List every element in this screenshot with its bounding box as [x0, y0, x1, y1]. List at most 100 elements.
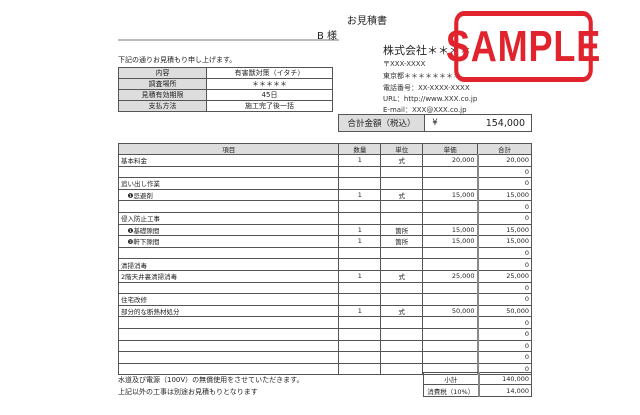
item-qty [338, 293, 382, 306]
item-qty [338, 200, 382, 213]
table-row: 0 [117, 200, 532, 213]
item-unit [380, 281, 424, 295]
item-name: 基本料金 [117, 154, 340, 167]
item-price [422, 200, 479, 213]
item-price [422, 281, 479, 295]
item-price [422, 316, 479, 329]
item-price [422, 258, 479, 271]
item-qty [338, 165, 382, 179]
item-price [422, 165, 479, 179]
item-total: 0 [476, 211, 532, 225]
item-price [422, 211, 479, 225]
item-total: 25,000 [476, 269, 532, 283]
item-name [117, 246, 340, 260]
item-qty [338, 281, 382, 295]
item-name: ❷軒下隙間 [117, 235, 340, 248]
tax-row: 消費税（10%） 14,000 [423, 384, 532, 397]
info-value: 有害獣対策（イタチ） [206, 67, 333, 79]
table-row: 0 [117, 327, 532, 341]
item-qty [338, 362, 382, 376]
item-total: 0 [476, 246, 532, 260]
item-unit: 式 [380, 154, 424, 167]
intro-text: 下記の通りお見積もり申し上げます。 [118, 56, 237, 64]
table-row: 2階天井裏清掃消毒 1 式 25,000 25,000 [117, 269, 532, 283]
item-total: 0 [476, 293, 532, 306]
item-unit [380, 351, 424, 364]
item-unit: 式 [380, 304, 424, 318]
item-total: 0 [476, 258, 532, 271]
item-unit [380, 293, 424, 306]
table-row: 基本料金 1 式 20,000 20,000 [117, 154, 532, 167]
item-price [422, 293, 479, 306]
table-row: 部分的な断熱材処分 1 式 50,000 50,000 [117, 304, 532, 318]
item-qty [338, 339, 382, 353]
item-price: 50,000 [422, 304, 479, 318]
company-email: E-mail：XXX@XXX.co.jp [383, 106, 467, 114]
item-name: 住宅改修 [117, 293, 340, 306]
item-total: 50,000 [476, 304, 532, 318]
company-name: 株式会社＊＊＊＊ [383, 44, 471, 57]
info-label: 内容 [118, 67, 207, 79]
info-row: 調査場所 ＊＊＊＊＊ [118, 78, 333, 90]
table-row: ❶忌避剤 1 式 15,000 15,000 [117, 188, 532, 202]
item-total: 0 [476, 165, 532, 179]
item-price [422, 339, 479, 353]
item-total: 0 [476, 351, 532, 364]
item-total: 15,000 [476, 188, 532, 202]
customer-name: B 様 [118, 27, 339, 42]
item-unit [380, 211, 424, 225]
table-row: 追い出し作業 0 [117, 177, 532, 190]
table-row: ❶基礎隙間 1 箇所 15,000 15,000 [117, 223, 532, 237]
table-row: 0 [117, 339, 532, 353]
table-row: 住宅改修 0 [117, 293, 532, 306]
item-unit [380, 362, 424, 376]
item-price [422, 177, 479, 190]
table-row: 0 [117, 316, 532, 329]
item-price [422, 327, 479, 341]
item-price [422, 351, 479, 364]
subtotal-row: 小計 140,000 [423, 372, 532, 385]
item-unit: 式 [380, 188, 424, 202]
item-name [117, 200, 340, 213]
info-table: 内容 有害獣対策（イタチ） 調査場所 ＊＊＊＊＊ 見積有効期限 45日 支払方法 施工完了後一… [118, 67, 333, 112]
item-total: 20,000 [476, 154, 532, 167]
item-unit [380, 327, 424, 341]
total-label: 合計金額（税込） [339, 115, 425, 131]
item-qty [338, 327, 382, 341]
item-name: 侵入防止工事 [117, 211, 340, 225]
items-table: 項目 数量 単位 単価 合計 基本料金 1 式 20,000 20,000 0 追い出し作業… [117, 143, 532, 376]
item-name: ❶基礎隙間 [117, 223, 340, 237]
item-name: ❶忌避剤 [117, 188, 340, 202]
item-unit [380, 165, 424, 179]
item-name: 追い出し作業 [117, 177, 340, 190]
item-qty: 1 [338, 154, 382, 167]
item-total: 0 [476, 339, 532, 353]
item-unit [380, 316, 424, 329]
item-unit: 箇所 [380, 235, 424, 248]
item-total: 0 [476, 200, 532, 213]
item-name [117, 281, 340, 295]
item-price: 15,000 [422, 235, 479, 248]
info-row: 内容 有害獣対策（イタチ） [118, 67, 333, 79]
header-qty: 数量 [338, 143, 382, 155]
item-price: 25,000 [422, 269, 479, 283]
company-phone: 電話番号：XX-XXXX-XXXX [383, 84, 470, 92]
item-price [422, 246, 479, 260]
tax-label: 消費税（10%） [423, 384, 479, 397]
total-amount-box: 合計金額（税込） ¥ 154,000 [338, 114, 532, 132]
item-total: 0 [476, 281, 532, 295]
item-name [117, 327, 340, 341]
item-total: 15,000 [476, 223, 532, 237]
info-row: 見積有効期限 45日 [118, 89, 333, 101]
note-utilities: 水道及び電源（100V）の無償使用をさせていただきます。 [118, 376, 304, 384]
info-row: 支払方法 施工完了後一括 [118, 100, 333, 112]
item-total: 15,000 [476, 235, 532, 248]
item-name [117, 316, 340, 329]
header-total: 合計 [477, 143, 532, 155]
table-row: 侵入防止工事 0 [117, 211, 532, 225]
item-name [117, 165, 340, 179]
item-qty [338, 246, 382, 260]
info-value: 45日 [206, 89, 333, 101]
table-row: 0 [117, 246, 532, 260]
item-total: 0 [476, 316, 532, 329]
